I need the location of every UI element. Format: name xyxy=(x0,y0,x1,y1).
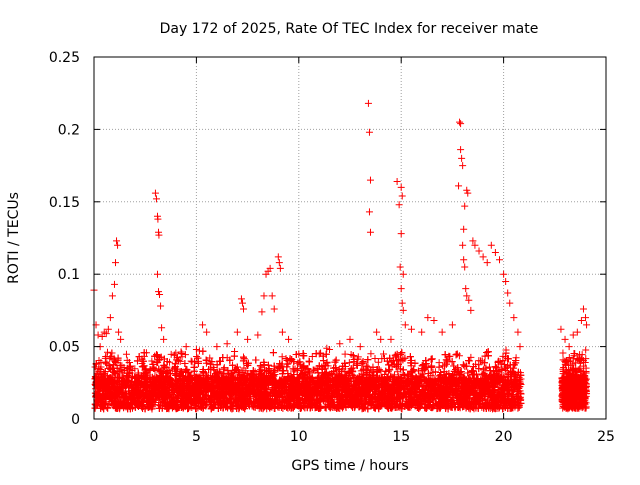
noise-point xyxy=(188,358,195,365)
noise-point xyxy=(168,351,175,358)
noise-point xyxy=(367,350,374,357)
noise-point xyxy=(104,349,111,356)
grid-lines xyxy=(94,57,606,419)
noise-points xyxy=(92,345,590,413)
noise-point xyxy=(375,359,382,366)
noise-point xyxy=(123,351,130,358)
noise-point xyxy=(342,351,349,358)
noise-point xyxy=(279,353,286,360)
noise-point xyxy=(346,359,353,366)
chart-title: Day 172 of 2025, Rate Of TEC Index for r… xyxy=(160,21,539,37)
